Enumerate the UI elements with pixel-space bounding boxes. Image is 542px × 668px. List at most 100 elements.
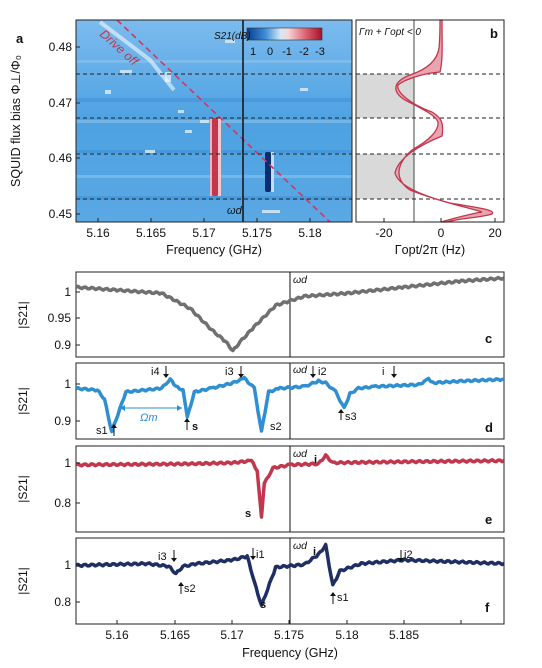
panel-f-annotations: i3 i1 i i2 s2 s s1 bbox=[158, 546, 413, 611]
annotation-f-s2: s2 bbox=[184, 583, 196, 595]
panel-e-ylabel: |S21| bbox=[16, 475, 30, 503]
annotation-s1: s1 bbox=[96, 425, 108, 437]
panel-e-y-ticks: 1 0.8 bbox=[54, 456, 80, 510]
x-tick-label-a: 5.17 bbox=[192, 226, 216, 240]
x-tick-label-a: 5.18 bbox=[298, 226, 322, 240]
annotation-f-s: s bbox=[260, 599, 266, 611]
y-tick-label-c: 1 bbox=[64, 285, 71, 299]
panel-d-y-ticks: 1 0.9 bbox=[54, 377, 80, 428]
panel-f-ylabel: |S21| bbox=[16, 567, 30, 595]
panel-a-letter: a bbox=[16, 31, 24, 46]
annotation-f-i3: i3 bbox=[158, 551, 167, 563]
flux-level-lines-a bbox=[76, 73, 352, 200]
y-tick-label-f: 0.8 bbox=[54, 595, 71, 609]
y-tick-label-e: 0.8 bbox=[54, 496, 71, 510]
panel-c-y-ticks: 1 0.95 0.9 bbox=[48, 285, 80, 352]
panel-c: ωd 1 0.95 0.9 |S21| c bbox=[16, 271, 505, 358]
colorbar bbox=[246, 27, 323, 41]
annotation-e-s: s bbox=[245, 508, 251, 520]
y-tick-label-c: 0.95 bbox=[48, 311, 72, 325]
panel-d: ωd Ωm i4 i3 i2 i s1 s s2 s3 bbox=[16, 362, 505, 440]
x-tick-label-bottom: 5.175 bbox=[274, 628, 304, 642]
x-tick-label-a: 5.175 bbox=[242, 226, 272, 240]
x-tick-label-a: 5.165 bbox=[136, 226, 166, 240]
colorbar-tick: 1 bbox=[250, 46, 256, 58]
annotation-i: i bbox=[382, 366, 384, 378]
trace-c bbox=[76, 275, 504, 353]
omega-m-label: Ωm bbox=[140, 412, 158, 424]
panel-a-frame bbox=[75, 19, 353, 223]
panel-a-x-ticks: 5.16 5.165 5.17 5.175 5.18 bbox=[86, 218, 322, 240]
panel-b: Γm + Γopt < 0 b -20 0 20 Γopt/2π (Hz) bbox=[355, 19, 505, 257]
y-tick-label-a: 0.45 bbox=[49, 207, 73, 221]
panel-d-annotations: i4 i3 i2 i s1 s s2 s3 bbox=[96, 366, 397, 437]
panel-b-letter: b bbox=[490, 26, 498, 41]
bottom-xlabel: Frequency (GHz) bbox=[242, 646, 338, 660]
drive-marker-label-d: ωd bbox=[293, 364, 308, 376]
panel-b-x-ticks: -20 0 20 bbox=[375, 218, 502, 240]
bottom-x-ticks: 5.16 5.165 5.17 5.175 5.18 5.185 bbox=[105, 620, 462, 642]
drive-marker-label-f: ωd bbox=[293, 540, 308, 552]
colorbar-tick: -3 bbox=[315, 46, 325, 58]
colorbar-ticks: 1 0 -1 -2 -3 bbox=[250, 46, 325, 58]
x-tick-label-bottom: 5.165 bbox=[160, 628, 190, 642]
annotation-e-i: i bbox=[314, 454, 317, 466]
trace-d bbox=[76, 375, 504, 434]
annotation-f-i: i bbox=[313, 546, 316, 558]
x-tick-label-b: -20 bbox=[375, 226, 393, 240]
drive-marker-label-a: ωd bbox=[227, 205, 243, 217]
panel-a-y-ticks: 0.45 0.46 0.47 0.48 bbox=[49, 40, 80, 221]
panel-b-xlabel: Γopt/2π (Hz) bbox=[395, 243, 465, 257]
drive-off-line bbox=[116, 19, 331, 223]
x-tick-label-b: 0 bbox=[438, 226, 445, 240]
heatmap-features bbox=[76, 20, 352, 213]
x-tick-label-bottom: 5.185 bbox=[389, 628, 419, 642]
y-tick-label-a: 0.46 bbox=[49, 151, 73, 165]
panel-e: ωd i s 1 0.8 |S21| e bbox=[16, 445, 505, 533]
panel-b-frame bbox=[355, 19, 505, 223]
x-tick-label-bottom: 5.16 bbox=[105, 628, 129, 642]
panel-f: ωd i3 i1 i i2 s2 s s1 1 0.8 |S21| f bbox=[16, 537, 505, 660]
x-tick-label-bottom: 5.17 bbox=[220, 628, 244, 642]
panel-f-y-ticks: 1 0.8 bbox=[54, 558, 80, 609]
idler-resonance-streak bbox=[265, 152, 271, 192]
flux-level-lines-b bbox=[356, 73, 504, 200]
x-tick-label-bottom: 5.18 bbox=[335, 628, 359, 642]
panel-a-ylabel: SQUID flux bias Φ⊥/Φ₀ bbox=[9, 55, 23, 187]
y-tick-label-c: 0.9 bbox=[54, 338, 71, 352]
y-tick-label-a: 0.47 bbox=[49, 96, 73, 110]
trace-e bbox=[76, 453, 504, 519]
panel-c-ylabel: |S21| bbox=[16, 301, 30, 329]
annotation-i2: i2 bbox=[318, 366, 327, 378]
drive-marker-label-c: ωd bbox=[293, 274, 308, 286]
colorbar-tick: -1 bbox=[282, 46, 292, 58]
drive-off-feature bbox=[98, 20, 176, 92]
shade-band-lower bbox=[356, 154, 414, 199]
trace-f bbox=[76, 542, 504, 607]
annotation-f-i2: i2 bbox=[404, 549, 413, 561]
y-tick-label-f: 1 bbox=[64, 558, 71, 572]
colorbar-title: S21(dB) bbox=[214, 31, 251, 42]
panel-c-letter: c bbox=[485, 331, 492, 346]
y-tick-label-d: 0.9 bbox=[54, 414, 71, 428]
annotation-f-s1: s1 bbox=[337, 592, 349, 604]
x-tick-label-b: 20 bbox=[488, 226, 502, 240]
annotation-i4: i4 bbox=[151, 366, 160, 378]
annotation-s: s bbox=[192, 421, 198, 433]
annotation-f-i1: i1 bbox=[256, 549, 265, 561]
panel-a: Drive off ωd S21(dB) 1 0 -1 -2 -3 bbox=[9, 19, 353, 257]
x-tick-label-a: 5.16 bbox=[86, 226, 110, 240]
y-tick-label-d: 1 bbox=[64, 377, 71, 391]
drive-marker-label-e: ωd bbox=[293, 448, 308, 460]
panel-d-letter: d bbox=[485, 420, 493, 435]
signal-resonance-streak bbox=[212, 118, 218, 196]
annotation-s2: s2 bbox=[270, 421, 282, 433]
colorbar-tick: -2 bbox=[299, 46, 309, 58]
y-tick-label-e: 1 bbox=[64, 456, 71, 470]
panel-a-xlabel: Frequency (GHz) bbox=[166, 243, 262, 257]
annotation-s3: s3 bbox=[345, 411, 357, 423]
y-tick-label-a: 0.48 bbox=[49, 40, 73, 54]
panel-e-letter: e bbox=[485, 512, 492, 527]
panel-d-ylabel: |S21| bbox=[16, 387, 30, 415]
